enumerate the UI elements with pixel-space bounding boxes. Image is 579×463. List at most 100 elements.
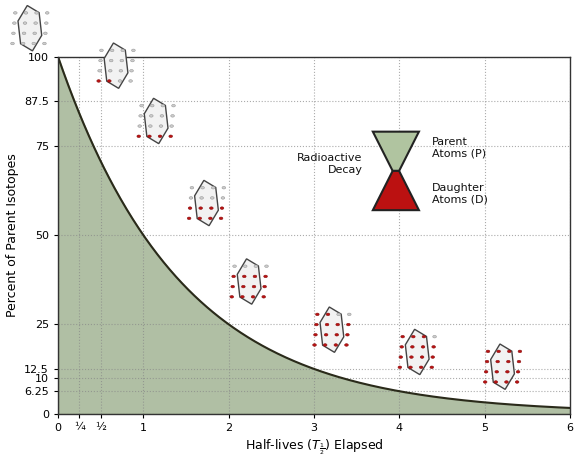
Circle shape bbox=[108, 69, 112, 72]
Circle shape bbox=[148, 135, 151, 138]
Polygon shape bbox=[18, 6, 42, 51]
Circle shape bbox=[412, 335, 415, 338]
Circle shape bbox=[110, 49, 114, 52]
Circle shape bbox=[148, 125, 152, 127]
Circle shape bbox=[21, 42, 25, 45]
Circle shape bbox=[233, 265, 236, 268]
Polygon shape bbox=[195, 180, 218, 225]
Circle shape bbox=[507, 350, 511, 353]
Circle shape bbox=[326, 313, 330, 316]
Circle shape bbox=[346, 333, 349, 336]
Circle shape bbox=[505, 381, 508, 383]
Circle shape bbox=[409, 366, 412, 369]
Circle shape bbox=[45, 22, 48, 25]
Circle shape bbox=[23, 22, 27, 25]
Circle shape bbox=[314, 323, 318, 326]
Circle shape bbox=[231, 285, 234, 288]
Circle shape bbox=[222, 187, 226, 189]
Circle shape bbox=[118, 80, 122, 82]
Circle shape bbox=[170, 125, 174, 127]
Circle shape bbox=[220, 207, 224, 209]
Circle shape bbox=[189, 197, 193, 199]
Circle shape bbox=[119, 69, 123, 72]
Circle shape bbox=[138, 125, 141, 127]
Circle shape bbox=[98, 69, 101, 72]
Circle shape bbox=[219, 217, 223, 219]
Circle shape bbox=[314, 333, 317, 336]
Circle shape bbox=[346, 323, 350, 326]
Circle shape bbox=[45, 12, 49, 14]
Circle shape bbox=[486, 350, 490, 353]
Circle shape bbox=[430, 366, 434, 369]
Circle shape bbox=[34, 22, 38, 25]
Circle shape bbox=[409, 356, 413, 358]
Polygon shape bbox=[104, 43, 128, 88]
Circle shape bbox=[345, 344, 349, 346]
Circle shape bbox=[120, 59, 124, 62]
Circle shape bbox=[13, 12, 17, 14]
Circle shape bbox=[201, 187, 204, 189]
Circle shape bbox=[398, 366, 402, 369]
Circle shape bbox=[432, 345, 435, 348]
Circle shape bbox=[199, 207, 203, 209]
Polygon shape bbox=[320, 307, 344, 352]
Circle shape bbox=[130, 69, 133, 72]
Circle shape bbox=[109, 59, 113, 62]
Circle shape bbox=[336, 323, 339, 326]
Polygon shape bbox=[490, 344, 514, 389]
Circle shape bbox=[433, 335, 437, 338]
Circle shape bbox=[232, 275, 236, 278]
Circle shape bbox=[265, 265, 268, 268]
Circle shape bbox=[431, 356, 435, 358]
Text: Radioactive
Decay: Radioactive Decay bbox=[297, 153, 362, 175]
Circle shape bbox=[422, 335, 426, 338]
Circle shape bbox=[131, 49, 135, 52]
Circle shape bbox=[24, 12, 28, 14]
Circle shape bbox=[420, 356, 424, 358]
Circle shape bbox=[347, 313, 351, 316]
Circle shape bbox=[507, 360, 510, 363]
Circle shape bbox=[316, 313, 319, 316]
Circle shape bbox=[484, 370, 488, 373]
Circle shape bbox=[324, 333, 328, 336]
Polygon shape bbox=[405, 329, 429, 375]
Circle shape bbox=[200, 197, 203, 199]
Circle shape bbox=[334, 344, 338, 346]
Polygon shape bbox=[237, 259, 261, 304]
Text: Daughter
Atoms (D): Daughter Atoms (D) bbox=[432, 183, 488, 205]
Circle shape bbox=[188, 207, 192, 209]
Circle shape bbox=[313, 344, 316, 346]
Circle shape bbox=[263, 285, 266, 288]
Circle shape bbox=[221, 197, 225, 199]
Circle shape bbox=[335, 333, 339, 336]
Circle shape bbox=[485, 360, 489, 363]
Circle shape bbox=[169, 135, 173, 138]
Circle shape bbox=[421, 345, 425, 348]
Circle shape bbox=[241, 285, 245, 288]
Circle shape bbox=[411, 345, 414, 348]
Circle shape bbox=[172, 104, 175, 107]
Circle shape bbox=[210, 197, 214, 199]
Circle shape bbox=[483, 381, 487, 383]
Circle shape bbox=[139, 114, 142, 117]
Circle shape bbox=[35, 12, 38, 14]
Circle shape bbox=[253, 275, 256, 278]
Circle shape bbox=[419, 366, 423, 369]
Circle shape bbox=[161, 104, 164, 107]
Circle shape bbox=[399, 356, 402, 358]
Circle shape bbox=[198, 217, 201, 219]
Circle shape bbox=[151, 104, 154, 107]
Circle shape bbox=[251, 295, 255, 298]
Circle shape bbox=[22, 32, 26, 35]
Circle shape bbox=[158, 135, 162, 138]
Circle shape bbox=[160, 114, 164, 117]
Text: Parent
Atoms (P): Parent Atoms (P) bbox=[432, 137, 486, 158]
Circle shape bbox=[497, 350, 500, 353]
Circle shape bbox=[187, 217, 191, 219]
Circle shape bbox=[400, 345, 404, 348]
Circle shape bbox=[149, 114, 153, 117]
Circle shape bbox=[100, 49, 103, 52]
Circle shape bbox=[10, 42, 14, 45]
Circle shape bbox=[131, 59, 134, 62]
Circle shape bbox=[129, 80, 133, 82]
